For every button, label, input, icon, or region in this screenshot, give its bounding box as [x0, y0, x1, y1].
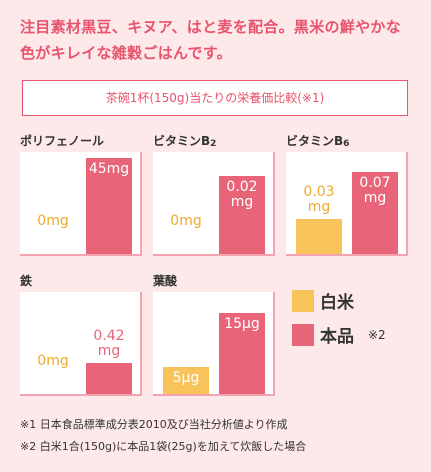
- value-label-line: mg: [307, 199, 331, 215]
- legend-label-rice: 白米: [320, 293, 354, 313]
- chart-title-main: 鉄: [20, 274, 33, 288]
- value-label-line: 0mg: [37, 213, 69, 229]
- value-label-product: 45mg: [86, 162, 132, 177]
- footnote-2: ※2 白米1合(150g)に本品1袋(25g)を加えて炊飯した場合: [20, 440, 307, 453]
- chart-panel: 0.03 mg 0.07 mg: [286, 152, 408, 256]
- bar-rice: [296, 219, 342, 254]
- value-label-line: 0mg: [170, 213, 202, 229]
- chart-title-subscript: 2: [210, 139, 217, 149]
- value-label-product: 15μg: [219, 317, 265, 332]
- value-label-line: mg: [363, 190, 387, 206]
- legend-swatch-rice: [292, 289, 314, 312]
- chart-title-subscript: 6: [343, 139, 350, 149]
- value-label-line: 15μg: [224, 316, 260, 332]
- value-label-line: 45mg: [88, 161, 130, 177]
- chart-panel: 0mg 0.42 mg: [20, 292, 142, 396]
- legend-note: ※2: [368, 327, 386, 342]
- chart-title: 鉄: [20, 272, 32, 289]
- value-label-product: 0.42 mg: [86, 329, 132, 359]
- chart-panel: 0mg 45mg: [20, 152, 142, 256]
- bar-product: [219, 176, 265, 254]
- chart-title: ポリフェノール: [20, 132, 104, 149]
- chart-title-main: 葉酸: [153, 274, 178, 288]
- value-label-product: 0.02 mg: [219, 180, 265, 210]
- bar-product: [219, 313, 265, 394]
- legend-item-rice: 白米: [292, 288, 354, 313]
- legend-swatch-product: [292, 323, 314, 346]
- bar-product: [86, 363, 132, 394]
- value-label-rice: 0mg: [30, 354, 76, 369]
- value-label-line: 0.02: [226, 179, 258, 195]
- value-label-line: 0.07: [359, 175, 391, 191]
- value-label-rice: 5μg: [163, 371, 209, 386]
- value-label-line: 0.03: [303, 184, 335, 200]
- value-label-rice: 0.03 mg: [296, 185, 342, 215]
- chart-title: 葉酸: [153, 272, 177, 289]
- value-label-line: 5μg: [172, 370, 200, 386]
- bar-rice: [163, 367, 209, 394]
- footnotes: ※1 日本食品標準成分表2010及び当社分析値より作成 ※2 白米1合(150g…: [20, 414, 306, 458]
- bar-product: [86, 158, 132, 254]
- value-label-line: 0mg: [37, 353, 69, 369]
- value-label-rice: 0mg: [30, 214, 76, 229]
- headline: 注目素材黒豆、キヌア、はと麦を配合。黒米の鮮やかな色がキレイな雑穀ごはんです。: [20, 18, 402, 62]
- value-label-line: mg: [230, 194, 254, 210]
- value-label-line: 0.42: [93, 328, 125, 344]
- chart-panel: 0mg 0.02 mg: [153, 152, 275, 256]
- chart-title: ビタミンB2: [153, 132, 216, 149]
- footnote-1: ※1 日本食品標準成分表2010及び当社分析値より作成: [20, 418, 288, 431]
- value-label-rice: 0mg: [163, 214, 209, 229]
- chart-title: ビタミンB6: [286, 132, 349, 149]
- legend-label-product: 本品: [320, 327, 354, 347]
- chart-title-main: ポリフェノール: [20, 134, 105, 148]
- value-label-product: 0.07 mg: [352, 176, 398, 206]
- chart-title-main: ビタミンB: [153, 134, 211, 148]
- bar-product: [352, 172, 398, 254]
- comparison-caption: 茶碗1杯(150g)当たりの栄養価比較(※1): [22, 80, 408, 116]
- legend-item-product: 本品 ※2: [292, 322, 386, 347]
- chart-panel: 5μg 15μg: [153, 292, 275, 396]
- value-label-line: mg: [97, 343, 121, 359]
- chart-title-main: ビタミンB: [286, 134, 344, 148]
